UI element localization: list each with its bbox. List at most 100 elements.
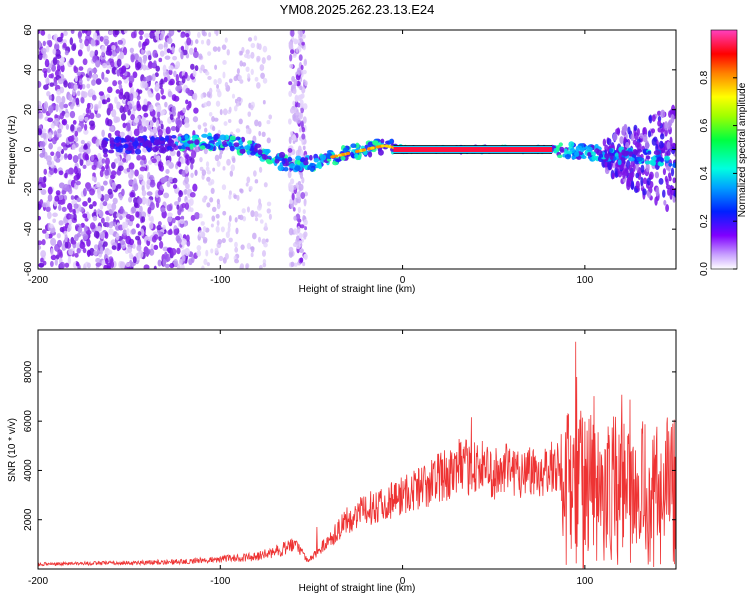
noise-dot [148,160,153,165]
noise-dot [71,144,76,150]
noise-dot [42,40,46,47]
noise-dot [215,213,220,219]
noise-dot [86,230,92,235]
ridge-blob [125,136,131,143]
noise-dot [181,169,186,177]
noise-dot [115,89,121,94]
noise-dot [149,128,154,138]
noise-dot [233,194,238,200]
noise-dot [192,50,199,59]
noise-dot [300,192,306,200]
noise-dot [247,111,252,117]
ridge-blob [101,140,109,145]
noise-dot [200,93,204,99]
noise-dot [111,45,116,50]
noise-dot [205,161,210,168]
noise-dot [77,226,83,234]
noise-dot [299,224,305,229]
noise-dot [266,55,272,61]
noise-dot [52,48,57,55]
ridge-blob [319,154,327,161]
noise-dot [123,104,129,113]
noise-dot [98,240,103,248]
top-x-tick-label: 100 [577,275,594,286]
noise-dot [175,117,181,126]
noise-dot [188,198,194,206]
ridge-blob [219,134,227,141]
noise-dot [295,111,300,116]
noise-dot [49,260,54,267]
noise-dot [670,113,675,124]
noise-dot [169,262,175,269]
ridge-blob [184,135,189,140]
noise-dot [292,207,296,212]
noise-dot [47,105,54,114]
noise-dot [636,128,640,136]
noise-dot [640,176,644,187]
noise-dot [54,70,59,77]
ridge-blob [274,158,280,164]
noise-dot [303,58,307,65]
noise-dot [69,37,74,46]
noise-dot [144,38,150,46]
noise-dot [143,112,149,118]
noise-dot [73,203,79,209]
noise-dot [663,121,669,131]
noise-dot [38,240,43,246]
noise-dot [211,125,216,132]
noise-dot [658,177,664,185]
noise-dot [296,235,300,242]
noise-dot [190,172,194,178]
noise-dot [201,197,206,203]
noise-dot [50,237,57,246]
noise-dot [228,237,233,243]
noise-dot [164,55,171,60]
noise-dot [142,76,147,82]
noise-dot [143,33,150,39]
noise-dot [119,261,126,269]
noise-dot [250,252,254,258]
noise-dot [173,258,179,267]
noise-dot [289,63,294,69]
noise-dot [650,128,656,134]
noise-dot [91,94,97,101]
noise-dot [100,185,105,192]
noise-dot [78,146,84,153]
noise-dot [204,127,208,133]
ridge-highlight [330,155,335,159]
noise-dot [166,204,173,212]
ridge-blob [142,142,148,148]
noise-dot [66,227,71,233]
noise-dot [235,128,241,133]
noise-dot [72,120,77,125]
noise-dot [200,64,205,71]
noise-dot [81,91,88,98]
noise-dot [147,90,153,98]
noise-dot [299,85,303,91]
noise-dot [245,128,250,135]
noise-dot [173,228,179,236]
noise-dot [128,238,135,246]
noise-dot [302,145,306,151]
noise-dot [171,46,175,54]
noise-dot [176,237,182,244]
noise-dot [43,168,48,175]
noise-dot [254,76,259,82]
noise-dot [122,122,127,129]
noise-dot [118,91,124,100]
noise-dot [250,104,254,111]
noise-dot [76,232,82,238]
noise-dot [655,143,659,152]
noise-dot [303,198,307,207]
noise-dot [161,95,166,100]
noise-dot [177,161,182,168]
noise-dot [79,241,86,250]
noise-dot [132,71,138,79]
noise-dot [135,235,141,241]
noise-dot [235,227,239,235]
noise-dot [140,154,146,161]
noise-dot [48,223,54,229]
noise-dot [129,191,135,198]
noise-dot [133,202,139,208]
noise-dot [83,225,88,232]
